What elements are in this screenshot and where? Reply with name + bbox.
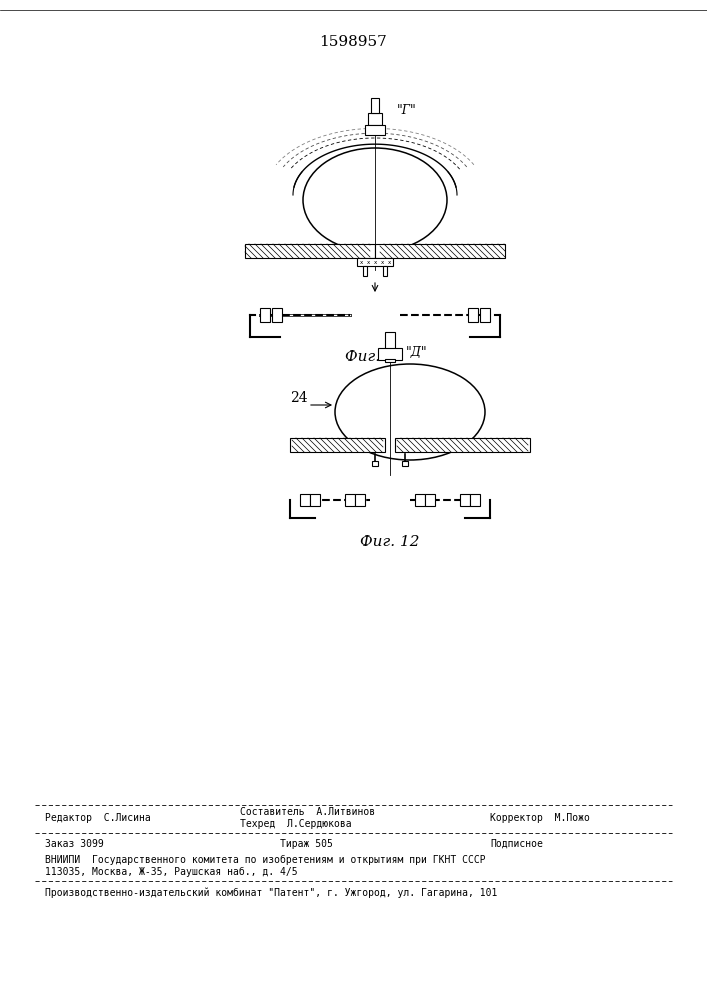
Bar [300,494,310,506]
Ellipse shape [335,364,485,460]
Bar [395,438,530,452]
Bar [402,461,408,466]
Bar [345,494,355,506]
Bar [290,438,385,452]
Text: 1598957: 1598957 [319,35,387,49]
Text: 113035, Москва, Ж-35, Раушская наб., д. 4/5: 113035, Москва, Ж-35, Раушская наб., д. … [45,867,298,877]
Text: "Г": "Г" [397,104,416,116]
Text: x: x [366,259,370,264]
Bar [468,308,478,322]
Bar [383,266,387,276]
Text: 24: 24 [290,391,308,405]
Bar [460,494,470,506]
Text: x: x [359,259,363,264]
Bar [245,244,375,258]
Bar [385,332,395,350]
Bar [425,494,435,506]
Text: "Д": "Д" [406,346,428,359]
Bar [480,308,490,322]
Ellipse shape [303,148,447,252]
Text: Производственно-издательский комбинат "Патент", г. Ужгород, ул. Гагарина, 101: Производственно-издательский комбинат "П… [45,887,498,898]
Bar [368,113,382,125]
Text: Тираж 505: Тираж 505 [280,839,333,849]
Text: ВНИИПИ  Государственного комитета по изобретениям и открытиям при ГКНТ СССР: ВНИИПИ Государственного комитета по изоб… [45,855,486,865]
Bar [355,494,365,506]
Bar [375,244,505,258]
Bar [415,494,425,506]
Bar [310,494,320,506]
Bar [363,266,367,276]
Text: Редактор  С.Лисина: Редактор С.Лисина [45,813,151,823]
Text: x: x [387,259,391,264]
Bar [365,125,385,135]
Text: Корректор  М.Пожо: Корректор М.Пожо [490,813,590,823]
Text: Заказ 3099: Заказ 3099 [45,839,104,849]
Bar [357,258,393,266]
Text: Подписное: Подписное [490,839,543,849]
Text: x: x [373,259,377,264]
Text: Техред  Л.Сердюкова: Техред Л.Сердюкова [240,819,351,829]
Text: x: x [380,259,384,264]
Text: Составитель  А.Литвинов: Составитель А.Литвинов [240,807,375,817]
Bar [272,308,282,322]
Bar [378,348,402,360]
Bar [260,308,270,322]
Bar [470,494,480,506]
Text: Фиг. 11: Фиг. 11 [345,350,404,364]
Text: Фиг. 12: Фиг. 12 [361,535,420,549]
Bar [371,98,379,113]
Bar [385,359,395,362]
Bar [372,461,378,466]
